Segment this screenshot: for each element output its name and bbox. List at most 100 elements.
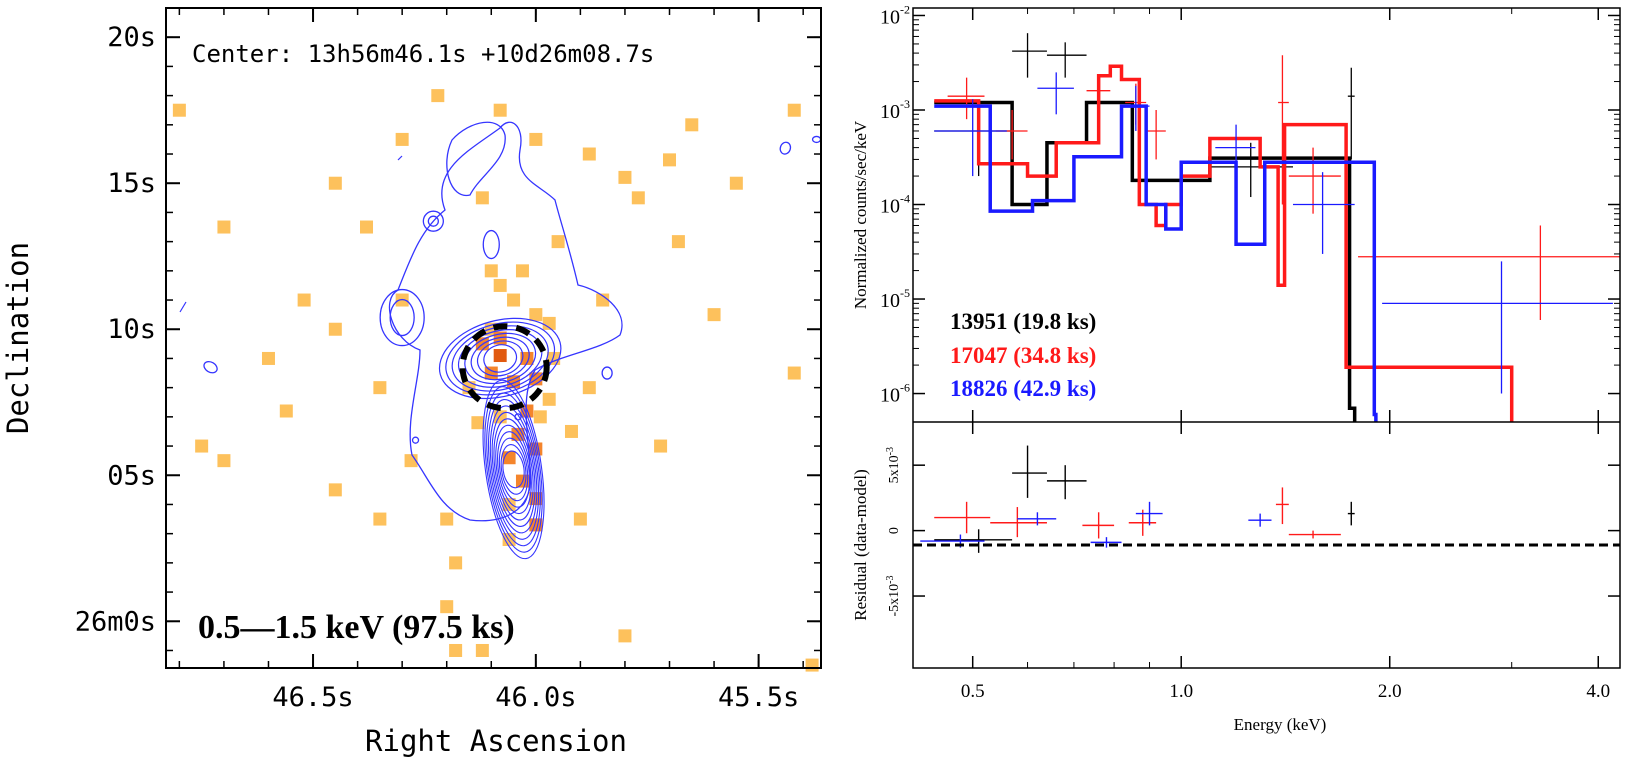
residual-tick-exponent: -3 <box>885 576 896 584</box>
residual-tick-label: -5x10-3 <box>885 576 902 617</box>
heat-pixel <box>551 235 565 249</box>
source-region-layer <box>459 323 550 412</box>
counts-tick-exponent: -6 <box>900 381 910 395</box>
counts-tick-base: 10 <box>880 101 900 123</box>
heat-pixel <box>493 349 507 363</box>
heat-pixel <box>373 381 387 395</box>
dec-tick-label: 10s <box>107 314 156 345</box>
model-step-0 <box>934 100 1357 422</box>
energy-tick-label: 4.0 <box>1586 681 1610 702</box>
counts-tick-exponent: -5 <box>900 286 910 300</box>
counts-tick-base: 10 <box>880 290 900 312</box>
heat-pixel <box>507 293 521 307</box>
residual-tick-label: 0 <box>887 527 902 534</box>
heat-pixel <box>493 103 507 117</box>
heat-pixel <box>671 235 685 249</box>
heat-pixel <box>360 220 374 234</box>
contour-line <box>601 366 613 380</box>
heat-pixel <box>663 153 677 167</box>
heat-pixel <box>279 404 293 418</box>
ra-tick-label: 46.5s <box>272 682 353 713</box>
heat-pixel <box>449 643 463 657</box>
model-step-2 <box>934 104 1378 422</box>
contour-line <box>388 121 623 522</box>
image-frame <box>165 7 822 669</box>
contour-line <box>389 298 415 337</box>
contour-line <box>476 340 524 377</box>
contour-line <box>500 444 527 495</box>
image-title: Center: 13h56m46.1s +10d26m08.7s <box>192 40 654 68</box>
heat-pixel <box>520 351 534 365</box>
heat-pixel <box>582 381 596 395</box>
counts-tick-base: 10 <box>880 385 900 407</box>
dec-tick-label: 15s <box>107 168 156 199</box>
counts-tick-exponent: -2 <box>900 2 910 16</box>
legend-13951: 13951 (19.8 ks) <box>950 309 1096 334</box>
residual-axis-label: Residual (data-model) <box>851 469 870 621</box>
heat-pixel <box>172 103 186 117</box>
contour-line <box>427 215 439 227</box>
contour-line <box>779 141 792 155</box>
heat-pixel <box>529 308 543 322</box>
contour-line <box>445 321 556 396</box>
legend-17047: 17047 (34.8 ks) <box>950 343 1096 368</box>
heat-pixel <box>533 410 547 424</box>
contour-line <box>489 405 538 534</box>
heat-pixel <box>328 483 342 497</box>
dec-tick-label: 20s <box>107 22 156 53</box>
contour-line <box>484 386 543 553</box>
contour-line <box>497 431 531 508</box>
counts-tick-base: 10 <box>880 196 900 218</box>
contour-line <box>397 155 403 161</box>
heat-pixel <box>542 316 556 330</box>
heat-pixel <box>787 103 801 117</box>
contour-line <box>482 379 545 560</box>
heat-pixel <box>707 308 721 322</box>
heat-pixel <box>297 293 311 307</box>
heat-pixel <box>261 351 275 365</box>
heat-pixel <box>373 512 387 526</box>
contour-line <box>514 413 522 421</box>
contour-line <box>486 392 541 547</box>
heat-pixel <box>440 600 454 614</box>
heat-pixel <box>440 512 454 526</box>
contour-line <box>482 229 500 260</box>
contour-line <box>422 210 444 232</box>
energy-axis-label: Energy (keV) <box>1234 715 1327 734</box>
spectrum-frame <box>912 7 1621 669</box>
source-region-ellipse <box>459 323 550 412</box>
contour-line <box>446 121 506 196</box>
ra-tick-label: 45.5s <box>718 682 799 713</box>
ra-axis-label: Right Ascension <box>365 724 627 758</box>
heat-pixel <box>631 191 645 205</box>
contour-line <box>493 418 534 521</box>
counts-tick-exponent: -3 <box>900 97 910 111</box>
heat-pixel <box>471 416 485 430</box>
band-label: 0.5—1.5 keV (97.5 ks) <box>198 609 515 646</box>
heat-pixel <box>195 439 209 453</box>
heat-pixel <box>573 512 587 526</box>
heat-pixel <box>564 424 578 438</box>
contour-line <box>491 411 536 527</box>
residual-tick-label: 5x10-3 <box>885 447 902 483</box>
heat-pixel <box>787 366 801 380</box>
heat-pixel <box>493 278 507 292</box>
residual-tick-exponent: -3 <box>885 447 896 455</box>
heat-pixel <box>618 629 632 643</box>
residual-tick-mantissa: 0 <box>887 527 902 534</box>
contour-lines <box>179 121 822 560</box>
image-ticks: 46.5s 46.0s 45.5s 20s 15s 10s 05s 26m0s <box>75 8 821 713</box>
spectrum-series <box>934 33 1620 422</box>
energy-tick-label: 0.5 <box>961 681 985 702</box>
heat-pixel <box>542 392 556 406</box>
heat-pixel <box>515 264 529 278</box>
heat-pixel <box>654 439 668 453</box>
contour-line <box>483 344 518 373</box>
contour-line <box>498 437 529 502</box>
dec-tick-label: 05s <box>107 460 156 491</box>
legend-18826: 18826 (42.9 ks) <box>950 376 1096 401</box>
counts-tick-base: 10 <box>880 6 900 28</box>
dec-axis-label: Declination <box>1 242 35 434</box>
residual-tick-mantissa: -5x10 <box>887 584 902 617</box>
contour-line <box>470 336 530 381</box>
